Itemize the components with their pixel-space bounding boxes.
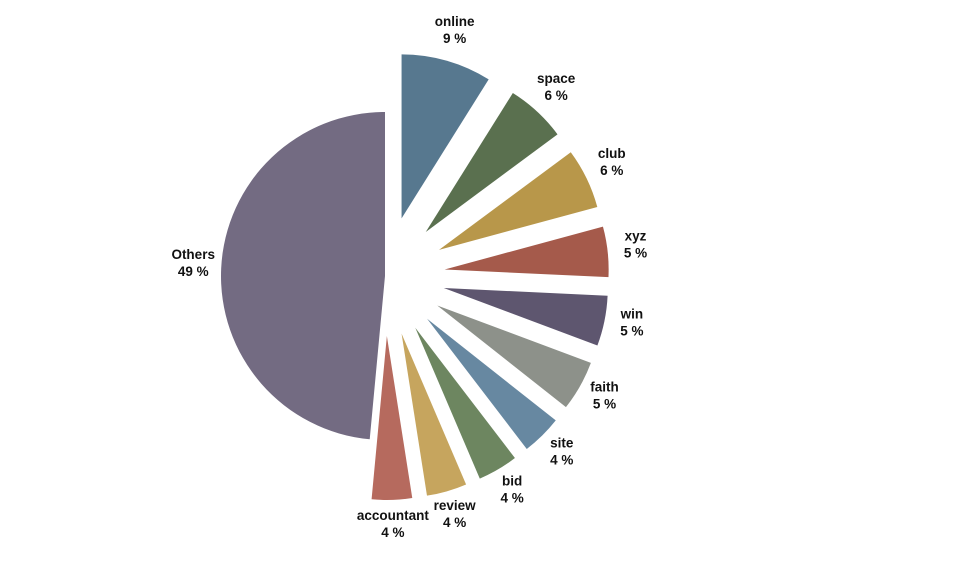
pie-label-site: site 4 %	[550, 436, 574, 468]
pie-slice-xyz	[444, 226, 609, 278]
pie-label-value: 49 %	[178, 264, 209, 279]
pie-slice-others	[220, 112, 385, 440]
pie-slice-win	[443, 288, 608, 346]
pie-slice-bid	[415, 327, 515, 479]
pie-label-space: space 6 %	[537, 71, 576, 103]
pie-labels: online 9 %space 6 %club 6 %xyz 5 %win 5 %fait…	[171, 14, 647, 540]
pie-label-faith: faith 5 %	[590, 380, 619, 412]
pie-label-review: review 4 %	[434, 498, 477, 530]
pie-slice-club	[439, 152, 598, 250]
pie-label-value: 4 %	[550, 453, 573, 468]
pie-slice-accountant	[371, 335, 413, 500]
pie-slice-site	[427, 318, 556, 449]
pie-label-club: club 6 %	[598, 146, 626, 178]
pie-slice-online	[401, 54, 489, 219]
pie-label-value: 5 %	[620, 324, 643, 339]
pie-label-accountant: accountant 4 %	[357, 508, 430, 540]
pie-label-value: 6 %	[544, 88, 567, 103]
pie-label-xyz: xyz 5 %	[624, 229, 647, 261]
pie-label-value: 4 %	[500, 491, 523, 506]
pie-slice-faith	[437, 305, 591, 408]
pie-slices	[220, 54, 609, 500]
pie-label-name: Others	[171, 247, 215, 262]
pie-label-name: xyz	[625, 229, 647, 244]
pie-label-value: 4 %	[443, 515, 466, 530]
pie-label-online: online 9 %	[435, 14, 475, 46]
pie-label-name: win	[620, 307, 644, 322]
pie-label-others: Others 49 %	[171, 247, 215, 279]
pie-label-name: club	[598, 146, 626, 161]
pie-label-name: faith	[590, 380, 619, 395]
pie-label-value: 6 %	[600, 163, 623, 178]
pie-label-value: 9 %	[443, 31, 466, 46]
pie-label-name: accountant	[357, 508, 430, 523]
pie-label-bid: bid 4 %	[500, 474, 523, 506]
pie-label-value: 5 %	[593, 397, 616, 412]
pie-label-value: 5 %	[624, 246, 647, 261]
pie-label-name: bid	[502, 474, 522, 489]
pie-label-name: space	[537, 71, 576, 86]
pie-label-name: site	[550, 436, 574, 451]
pie-slice-space	[425, 92, 558, 232]
pie-slice-review	[401, 333, 467, 496]
pie-label-name: online	[435, 14, 475, 29]
pie-label-win: win 5 %	[620, 307, 644, 339]
pie-label-name: review	[434, 498, 477, 513]
pie-label-value: 4 %	[381, 525, 404, 540]
